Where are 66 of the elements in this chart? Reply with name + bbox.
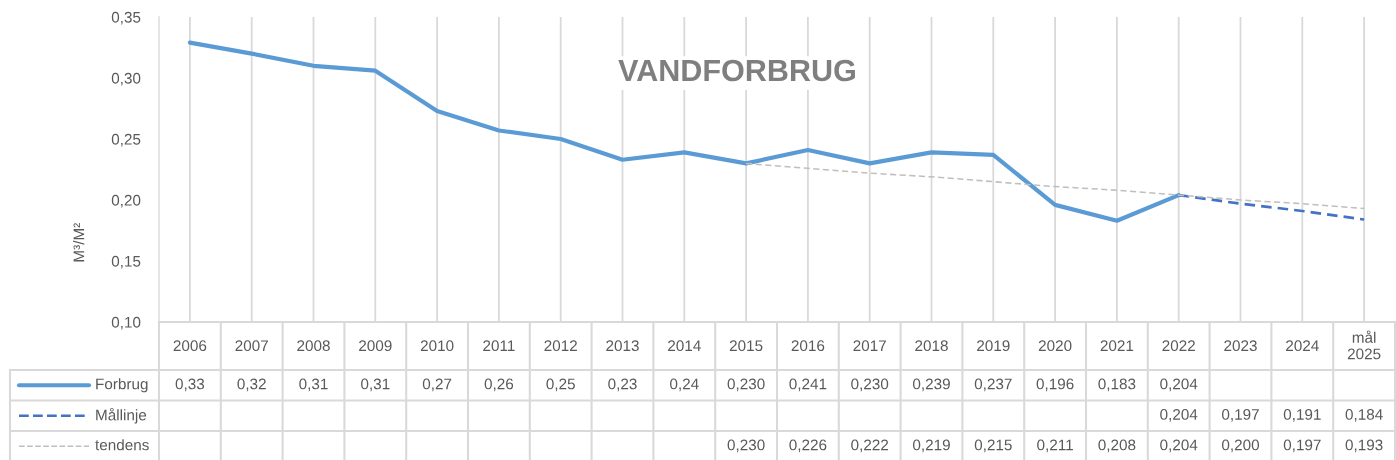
data-label: 0,31 <box>361 378 390 392</box>
x-tick-label: 2006 <box>173 340 207 352</box>
data-label: 0,23 <box>608 378 637 392</box>
x-tick-label: 2016 <box>791 340 825 352</box>
data-label: 0,33 <box>175 378 205 392</box>
data-label: 0,197 <box>1283 439 1321 453</box>
line-series <box>745 162 1365 210</box>
x-tick-label: 2007 <box>235 340 268 352</box>
x-tick-label: 2018 <box>915 340 948 352</box>
data-label: 0,230 <box>851 378 889 392</box>
data-label: 0,25 <box>546 378 575 392</box>
line-series <box>1177 193 1366 221</box>
x-tick-label: mål 2025 <box>1347 330 1381 360</box>
x-tick-label: 2017 <box>853 340 886 352</box>
data-label: 0,204 <box>1160 409 1198 422</box>
data-label: 0,239 <box>912 378 950 392</box>
x-tick-label: 2015 <box>729 340 763 352</box>
y-tick-label: 0,15 <box>111 255 141 269</box>
data-label: 0,197 <box>1221 409 1259 422</box>
y-tick-label: 0,30 <box>111 72 141 86</box>
data-label: 0,24 <box>670 378 699 392</box>
x-tick-label: 2012 <box>544 340 577 352</box>
data-label: 0,31 <box>299 378 328 392</box>
data-label: 0,27 <box>422 378 452 392</box>
data-label: 0,237 <box>974 378 1012 392</box>
data-label: 0,204 <box>1160 378 1198 392</box>
data-label: 0,222 <box>851 439 889 453</box>
x-tick-label: 2011 <box>483 340 515 352</box>
data-label: 0,219 <box>912 439 950 453</box>
x-tick-label: 2013 <box>606 340 639 352</box>
data-label: 0,211 <box>1037 439 1073 453</box>
legend-label: Forbrug <box>96 378 148 393</box>
y-axis-title: M³/M² <box>73 223 85 262</box>
x-tick-label: 2010 <box>420 340 454 352</box>
x-tick-label: 2008 <box>297 340 330 352</box>
data-label: 0,230 <box>727 439 765 453</box>
data-label: 0,200 <box>1221 439 1260 453</box>
x-tick-label: 2014 <box>668 340 701 352</box>
data-label: 0,226 <box>789 439 827 453</box>
x-tick-label: 2024 <box>1286 340 1319 352</box>
legend-label: Mållinje <box>96 408 147 424</box>
line-series <box>187 40 1181 223</box>
x-tick-label: 2023 <box>1224 340 1257 352</box>
x-tick-label: 2020 <box>1038 340 1072 352</box>
data-label: 0,208 <box>1098 439 1136 453</box>
data-label: 0,230 <box>727 378 765 392</box>
y-tick-label: 0,10 <box>111 316 141 330</box>
data-label: 0,204 <box>1160 439 1198 453</box>
y-tick-label: 0,20 <box>111 194 141 208</box>
y-tick-label: 0,35 <box>111 11 141 25</box>
data-label: 0,241 <box>789 378 827 392</box>
data-label: 0,193 <box>1345 439 1383 453</box>
data-label: 0,184 <box>1345 409 1383 422</box>
data-label: 0,26 <box>484 378 514 392</box>
legend-label: tendens <box>95 439 149 451</box>
data-label: 0,215 <box>974 439 1012 453</box>
x-tick-label: 2022 <box>1162 340 1195 352</box>
data-label: 0,191 <box>1283 409 1321 422</box>
data-label: 0,32 <box>237 378 266 392</box>
data-label: 0,196 <box>1036 378 1074 392</box>
text: VANDFORBRUG <box>618 59 855 82</box>
x-tick-label: 2021 <box>1100 340 1134 352</box>
x-tick-label: 2019 <box>977 340 1010 352</box>
x-tick-label: 2009 <box>359 340 392 352</box>
y-tick-label: 0,25 <box>111 133 141 147</box>
data-label: 0,183 <box>1098 378 1136 392</box>
